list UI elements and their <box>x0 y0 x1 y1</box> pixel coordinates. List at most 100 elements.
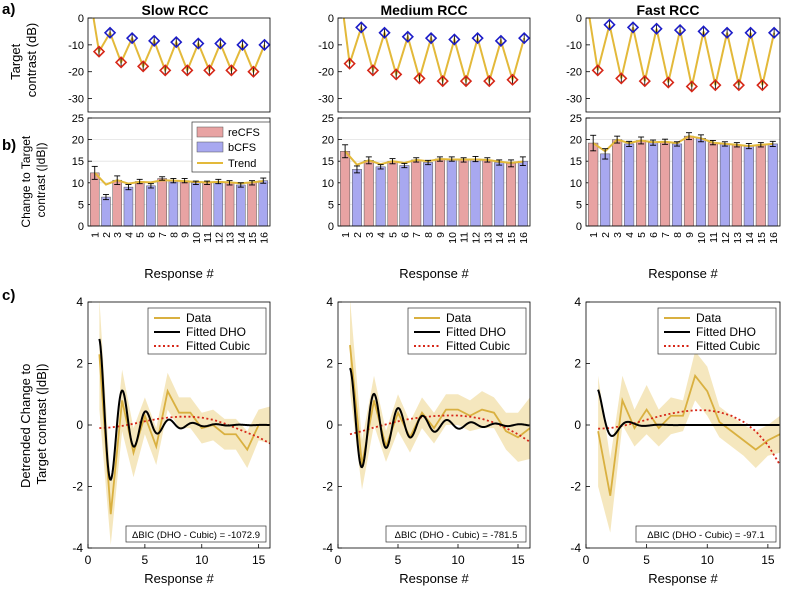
detrended-plot-area-0 <box>98 302 270 545</box>
change-bar-0 <box>123 186 134 227</box>
target-contrast-marker-1 <box>355 21 368 34</box>
target-contrast-ytick-label-1: -30 <box>318 94 334 106</box>
target-contrast-ytick-label-2: -30 <box>566 94 582 106</box>
detrended-xtick-label-1: 5 <box>395 553 402 567</box>
detrended-xlabel-2: Response # <box>648 571 718 586</box>
change-bar-1 <box>446 158 457 227</box>
target-contrast-marker-0 <box>114 56 128 69</box>
figure-labels: a) b) c) Slow RCC Medium RCC Fast RCC Ta… <box>2 1 700 488</box>
change-bar-xtick-label-1: 13 <box>482 232 494 244</box>
detrended-xtick-label-1: 10 <box>451 553 465 567</box>
change-bar-xtick-label-2: 7 <box>660 232 672 238</box>
bic-box-1 <box>385 525 527 543</box>
target-contrast-marker-2 <box>709 79 722 92</box>
change-bar-ytick-label-0: 0 <box>78 221 84 233</box>
target-contrast-axes-box-1 <box>337 17 531 113</box>
change-bar-0 <box>224 182 235 227</box>
target-contrast-marker-0 <box>170 36 183 49</box>
target-contrast-marker-2 <box>744 26 757 39</box>
change-bar-xtick-label-0: 6 <box>146 232 158 238</box>
change-bar-0 <box>157 178 167 227</box>
detrended-ytick-label-0: 0 <box>76 418 83 432</box>
target-contrast-marker-0 <box>103 26 117 39</box>
target-contrast-marker-2 <box>650 22 663 35</box>
change-bar-0 <box>247 182 257 227</box>
change-bar-ytick-label-1: 15 <box>322 156 334 168</box>
change-bar-1 <box>458 159 469 227</box>
target-contrast-marker-0 <box>258 38 271 51</box>
change-bar-axes-box-1 <box>337 117 531 227</box>
change-bar-xtick-label-0: 5 <box>135 232 147 238</box>
detrended-dho-line-2 <box>597 389 780 438</box>
target-contrast-marker-2 <box>662 76 675 89</box>
change-bar-2 <box>731 144 742 227</box>
change-bar-0 <box>179 180 190 227</box>
change-bar-1 <box>351 169 362 227</box>
legend-recfs-label: reCFS <box>228 127 260 139</box>
change-bar-1 <box>340 151 351 227</box>
change-bar-xtick-label-1: 1 <box>340 232 352 238</box>
change-bar-0 <box>258 180 269 227</box>
change-bar-1 <box>482 159 493 227</box>
target-contrast-marker-0 <box>247 65 260 78</box>
change-bar-xtick-label-2: 14 <box>744 232 756 244</box>
change-bar-xtick-label-1: 16 <box>518 232 530 244</box>
change-bar-xtick-label-2: 9 <box>684 232 696 238</box>
change-bar-xtick-label-1: 15 <box>506 232 518 244</box>
change-bar-xtick-label-0: 14 <box>236 232 248 244</box>
detrended-axes-box-1 <box>337 301 531 549</box>
target-contrast-marker-1 <box>343 57 356 70</box>
change-bar-2 <box>743 145 754 227</box>
change-bar-ytick-label-1: 0 <box>328 221 334 233</box>
target-contrast-ytick-label-0: 0 <box>78 13 84 25</box>
change-bar-1 <box>423 162 434 227</box>
change-bar-2 <box>659 141 671 227</box>
change-bar-ytick-label-1: 25 <box>322 113 334 125</box>
change-bar-xtick-label-1: 14 <box>494 232 506 244</box>
legend-data-label-1: Data <box>446 311 472 325</box>
target-contrast-marker-1 <box>413 72 426 85</box>
change-bar-trend-line-0 <box>94 172 264 186</box>
change-bar-0 <box>213 181 224 227</box>
detrended-xtick-label-0: 5 <box>142 553 149 567</box>
change-bar-0 <box>89 172 100 227</box>
change-bar-2 <box>683 135 695 227</box>
change-bar-xtick-label-1: 9 <box>435 232 447 238</box>
target-contrast-ytick-label-1: -20 <box>318 67 334 79</box>
change-bar-ytick-label-2: 15 <box>570 156 582 168</box>
change-bar-ytick-label-1: 10 <box>322 178 334 190</box>
target-contrast-marker-2 <box>732 79 745 92</box>
change-bar-1 <box>375 166 386 227</box>
change-bar-xtick-label-1: 3 <box>364 232 376 238</box>
detrended-data-line-2 <box>597 373 780 496</box>
change-bar-axes-box-2 <box>585 117 781 227</box>
change-bar-xtick-label-2: 5 <box>636 232 648 238</box>
change-bar-1 <box>434 158 445 227</box>
detrended-dho-line-0 <box>98 338 270 481</box>
change-bar-ytick-label-0: 20 <box>72 135 84 147</box>
change-bar-xtick-label-0: 1 <box>90 232 102 238</box>
detrended-plot-area-2 <box>597 351 780 533</box>
change-bar-xtick-label-2: 2 <box>600 232 612 238</box>
change-bar-0 <box>146 185 156 227</box>
legend-dho-label-2: Fitted DHO <box>696 325 756 339</box>
target-contrast-marker-2 <box>603 18 616 31</box>
change-bar-ytick-label-0: 10 <box>72 178 84 190</box>
row-a-ylabel-line1: Target <box>8 43 23 80</box>
legend-cubic-label-0: Fitted Cubic <box>186 339 250 353</box>
change-bar-2 <box>636 140 647 227</box>
detrended-ytick-label-0: -4 <box>72 541 83 555</box>
detrended-xtick-label-0: 0 <box>85 553 92 567</box>
target-contrast-ytick-label-0: -10 <box>68 40 84 52</box>
target-contrast-marker-2 <box>697 25 710 38</box>
target-contrast-marker-1 <box>518 32 531 45</box>
target-contrast-axes-box-2 <box>585 17 781 113</box>
change-bar-ytick-label-1: 20 <box>322 135 334 147</box>
detrended-xtick-label-1: 0 <box>335 553 342 567</box>
detrended-ytick-label-0: -2 <box>72 480 83 494</box>
target-contrast-ytick-label-1: -10 <box>318 40 334 52</box>
target-contrast-chart-1: 0 -10 -20 -30 <box>318 13 531 113</box>
change-bar-ytick-label-2: 25 <box>570 113 582 125</box>
detrended-ytick-label-2: 2 <box>574 357 581 371</box>
